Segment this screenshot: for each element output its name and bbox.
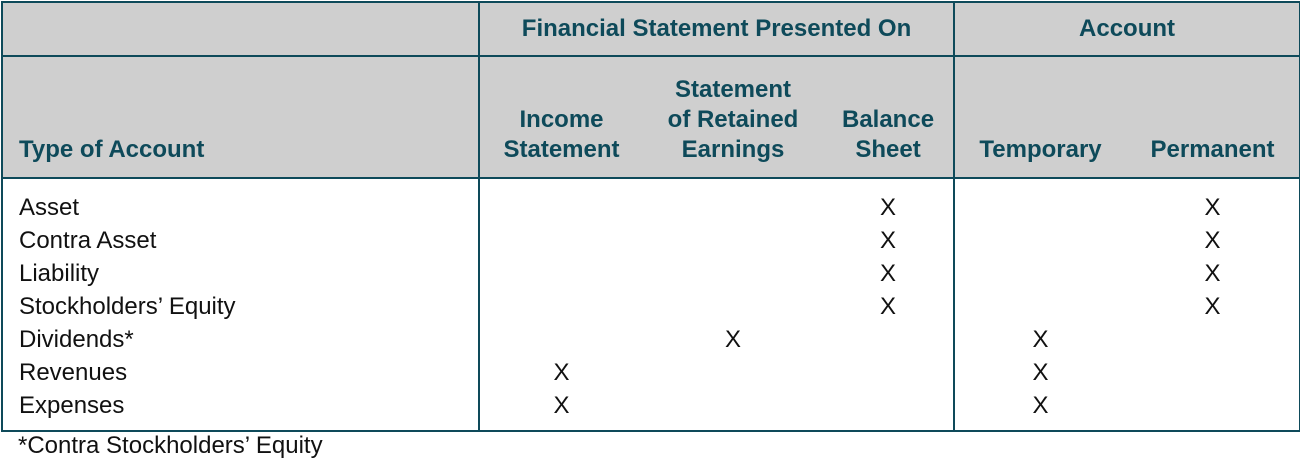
- permanent-mark: X: [1126, 224, 1300, 257]
- header-balance-sheet-line2: Sheet: [855, 136, 921, 163]
- header-type-of-account: Type of Account: [1, 56, 479, 179]
- header-retained-earnings-line1: Statement: [674, 76, 792, 103]
- header-account-group: Account: [953, 1, 1300, 57]
- permanent-mark: [1126, 356, 1300, 389]
- header-row-groups: Financial Statement Presented On Account: [1, 1, 1300, 57]
- row-label: Asset: [1, 178, 479, 224]
- row-label: Expenses: [1, 389, 479, 432]
- permanent-mark: X: [1126, 290, 1300, 323]
- income-statement-mark: [478, 178, 643, 224]
- header-income-statement-line2: Statement: [503, 136, 620, 163]
- temporary-mark: X: [953, 323, 1127, 356]
- row-label: Liability: [1, 257, 479, 290]
- retained-earnings-mark: [643, 290, 823, 323]
- permanent-mark: X: [1126, 178, 1300, 224]
- income-statement-mark: X: [478, 389, 643, 432]
- balance-sheet-mark: X: [880, 194, 897, 221]
- row-label: Contra Asset: [1, 224, 479, 257]
- permanent-mark: [1126, 323, 1300, 356]
- account-classification-table: Financial Statement Presented On Account…: [1, 1, 1300, 432]
- balance-sheet-mark: [823, 323, 954, 356]
- retained-earnings-mark: [643, 389, 823, 432]
- income-statement-mark: [478, 224, 643, 257]
- temporary-mark: X: [953, 356, 1127, 389]
- temporary-mark: [953, 178, 1127, 224]
- balance-sheet-mark: [823, 356, 954, 389]
- balance-sheet-mark: X: [880, 227, 897, 254]
- table-row: Dividends* X X: [1, 323, 1300, 356]
- temporary-mark: [953, 257, 1127, 290]
- header-permanent: Permanent: [1126, 56, 1300, 179]
- row-label: Dividends*: [1, 323, 479, 356]
- header-income-statement-line1: Income: [519, 106, 604, 133]
- temporary-mark: [953, 290, 1127, 323]
- retained-earnings-mark: [643, 356, 823, 389]
- temporary-mark: [953, 224, 1127, 257]
- row-label: Revenues: [1, 356, 479, 389]
- income-statement-mark: [478, 323, 643, 356]
- header-empty-cell: [1, 1, 479, 57]
- retained-earnings-mark: [643, 257, 823, 290]
- header-retained-earnings-line2: of Retained: [667, 106, 799, 133]
- table-row: Stockholders’ Equity X X: [1, 290, 1300, 323]
- income-statement-mark: [478, 257, 643, 290]
- income-statement-mark: X: [478, 356, 643, 389]
- income-statement-mark: [478, 290, 643, 323]
- temporary-mark: X: [953, 389, 1127, 432]
- table-row: Contra Asset X X: [1, 224, 1300, 257]
- header-retained-earnings-line3: Earnings: [681, 136, 785, 163]
- header-row-columns: Type of Account Income Statement Stateme…: [1, 56, 1300, 179]
- table-row: Liability X X: [1, 257, 1300, 290]
- header-financial-statement-group: Financial Statement Presented On: [477, 1, 955, 57]
- header-balance-sheet-line1: Balance: [841, 106, 935, 133]
- permanent-mark: X: [1126, 257, 1300, 290]
- balance-sheet-mark: [823, 389, 955, 432]
- header-retained-earnings: Statement of Retained Earnings: [643, 56, 823, 179]
- table-row: Asset X X: [1, 178, 1300, 224]
- balance-sheet-mark: X: [880, 293, 897, 320]
- header-balance-sheet: Balance Sheet: [823, 56, 955, 179]
- permanent-mark: [1126, 389, 1300, 432]
- retained-earnings-mark: X: [724, 326, 741, 353]
- header-income-statement: Income Statement: [478, 56, 643, 179]
- row-label: Stockholders’ Equity: [1, 290, 479, 323]
- retained-earnings-mark: [643, 224, 823, 257]
- table-row: Revenues X X: [1, 356, 1300, 389]
- header-temporary: Temporary: [953, 56, 1127, 179]
- retained-earnings-mark: [643, 178, 823, 224]
- table-row: Expenses X X: [1, 389, 1300, 432]
- footnote: *Contra Stockholders’ Equity: [18, 432, 323, 459]
- balance-sheet-mark: X: [880, 260, 897, 287]
